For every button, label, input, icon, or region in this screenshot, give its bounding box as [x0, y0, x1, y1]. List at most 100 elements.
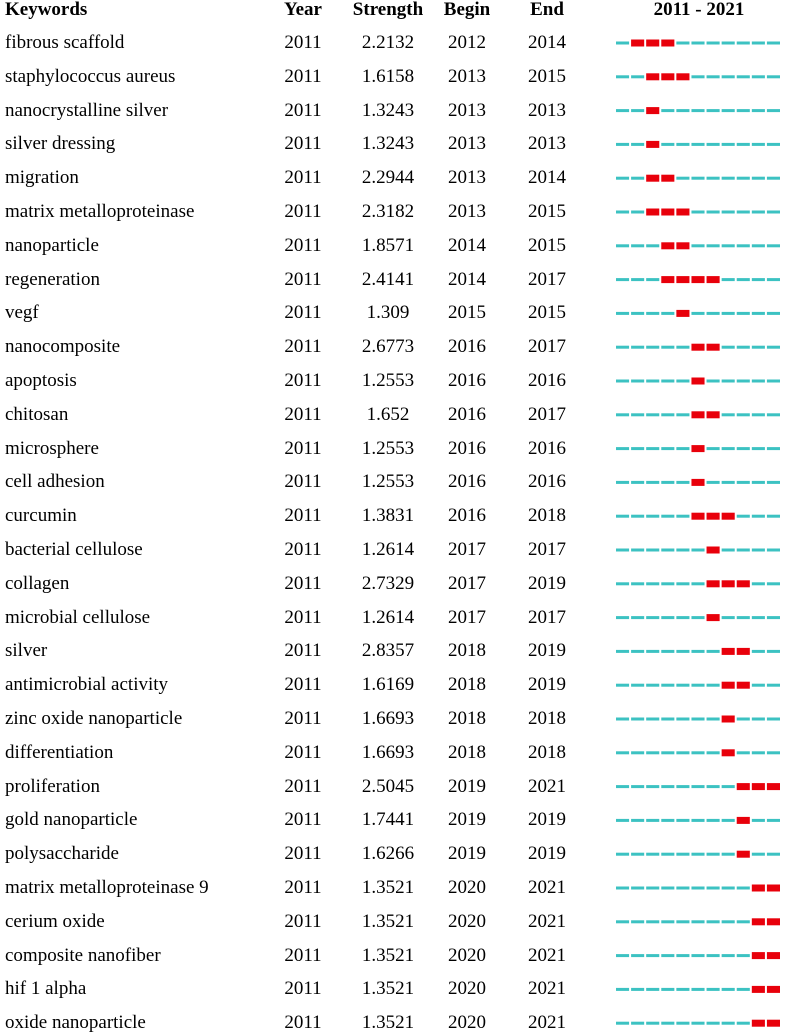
- burst-segment: [751, 985, 765, 993]
- timeline-segment: [706, 210, 720, 214]
- timeline-segment: [631, 852, 645, 856]
- timeline-segment: [661, 345, 675, 349]
- year: 2011: [284, 32, 322, 53]
- timeline-segment: [766, 278, 780, 282]
- year: 2011: [284, 640, 322, 662]
- begin: 2013: [448, 99, 486, 121]
- timeline-segment: [766, 649, 780, 653]
- year: 2011: [284, 843, 322, 865]
- timeline-segment: [691, 920, 705, 924]
- timeline-segment: [751, 616, 765, 620]
- timeline-segment: [691, 717, 705, 721]
- burst-segment: [676, 309, 690, 317]
- timeline-segment: [616, 379, 630, 383]
- keyword: proliferation: [5, 775, 100, 797]
- strength: 1.6169: [361, 674, 415, 696]
- year: 2011: [284, 234, 322, 256]
- end: 2021: [528, 775, 566, 797]
- timeline-segment: [616, 649, 630, 653]
- timeline-segment: [661, 582, 675, 586]
- keywords-header: Keywords: [5, 0, 88, 20]
- strength: 1.309: [366, 302, 410, 324]
- burst-segment: [736, 783, 750, 791]
- timeline-segment: [721, 210, 735, 214]
- timeline-segment: [751, 311, 765, 315]
- timeline-segment: [706, 717, 720, 721]
- timeline-segment: [691, 41, 705, 45]
- timeline-segment: [646, 244, 660, 248]
- timeline-segment: [631, 649, 645, 653]
- year-header: Year: [284, 0, 322, 20]
- begin: 2013: [448, 201, 486, 222]
- end: 2014: [528, 32, 566, 53]
- timeline-segment: [676, 616, 690, 620]
- timeline-segment: [766, 311, 780, 315]
- timeline-segment: [736, 751, 750, 755]
- year: 2011: [284, 133, 322, 155]
- timeline-segment: [766, 142, 780, 146]
- end: 2019: [528, 640, 566, 662]
- strength: 1.6266: [361, 843, 415, 865]
- end: 2015: [528, 201, 566, 222]
- timeline-segment: [646, 514, 660, 518]
- burst-segment: [706, 546, 720, 554]
- timeline-segment: [631, 413, 645, 417]
- timeline-segment: [676, 751, 690, 755]
- timeline-segment: [631, 278, 645, 282]
- end: 2017: [528, 539, 566, 560]
- end: 2021: [528, 1012, 566, 1034]
- timeline-segment: [676, 1021, 690, 1025]
- keyword: bacterial cellulose: [5, 539, 143, 560]
- burst-segment: [631, 39, 645, 47]
- timeline-segment: [706, 785, 720, 789]
- begin: 2016: [448, 403, 486, 425]
- burst-segment: [766, 1019, 780, 1027]
- timeline-segment: [736, 345, 750, 349]
- strength: 1.8571: [361, 234, 415, 256]
- year: 2011: [284, 1012, 322, 1034]
- timeline-segment: [736, 176, 750, 180]
- timeline-segment: [751, 717, 765, 721]
- burst-segment: [721, 749, 735, 757]
- timeline-segment: [691, 176, 705, 180]
- burst-segment: [721, 681, 735, 689]
- timeline-segment: [616, 176, 630, 180]
- keyword: curcumin: [5, 505, 77, 527]
- begin: 2017: [448, 606, 486, 628]
- timeline-segment: [721, 548, 735, 552]
- timeline-segment: [691, 244, 705, 248]
- burst-segment: [691, 478, 705, 486]
- begin: 2012: [448, 32, 486, 53]
- strength: 1.3521: [361, 978, 415, 1000]
- timeline-segment: [766, 480, 780, 484]
- timeline-segment: [646, 480, 660, 484]
- burst-segment: [706, 512, 720, 520]
- burst-segment: [661, 208, 675, 216]
- burst-segment: [721, 715, 735, 723]
- timeline-segment: [676, 987, 690, 991]
- timeline-segment: [616, 852, 630, 856]
- keyword: oxide nanoparticle: [5, 1012, 146, 1034]
- timeline-segment: [706, 142, 720, 146]
- end: 2017: [528, 403, 566, 425]
- begin: 2018: [448, 708, 486, 729]
- timeline-segment: [766, 176, 780, 180]
- timeline-segment: [661, 987, 675, 991]
- timeline-segment: [646, 345, 660, 349]
- timeline-segment: [646, 954, 660, 958]
- strength: 1.6693: [361, 741, 415, 763]
- strength: 2.7329: [361, 572, 415, 594]
- timeline-segment: [706, 852, 720, 856]
- range-header: 2011 - 2021: [653, 0, 745, 20]
- burst-segment: [661, 174, 675, 182]
- keyword: gold nanoparticle: [5, 809, 138, 831]
- timeline-segment: [721, 413, 735, 417]
- strength: 1.6158: [361, 65, 415, 87]
- keyword: cerium oxide: [5, 910, 105, 932]
- year: 2011: [284, 167, 322, 189]
- burst-segment: [766, 918, 780, 926]
- timeline-segment: [691, 1021, 705, 1025]
- year: 2011: [284, 302, 322, 324]
- timeline-segment: [766, 717, 780, 721]
- timeline-segment: [706, 1021, 720, 1025]
